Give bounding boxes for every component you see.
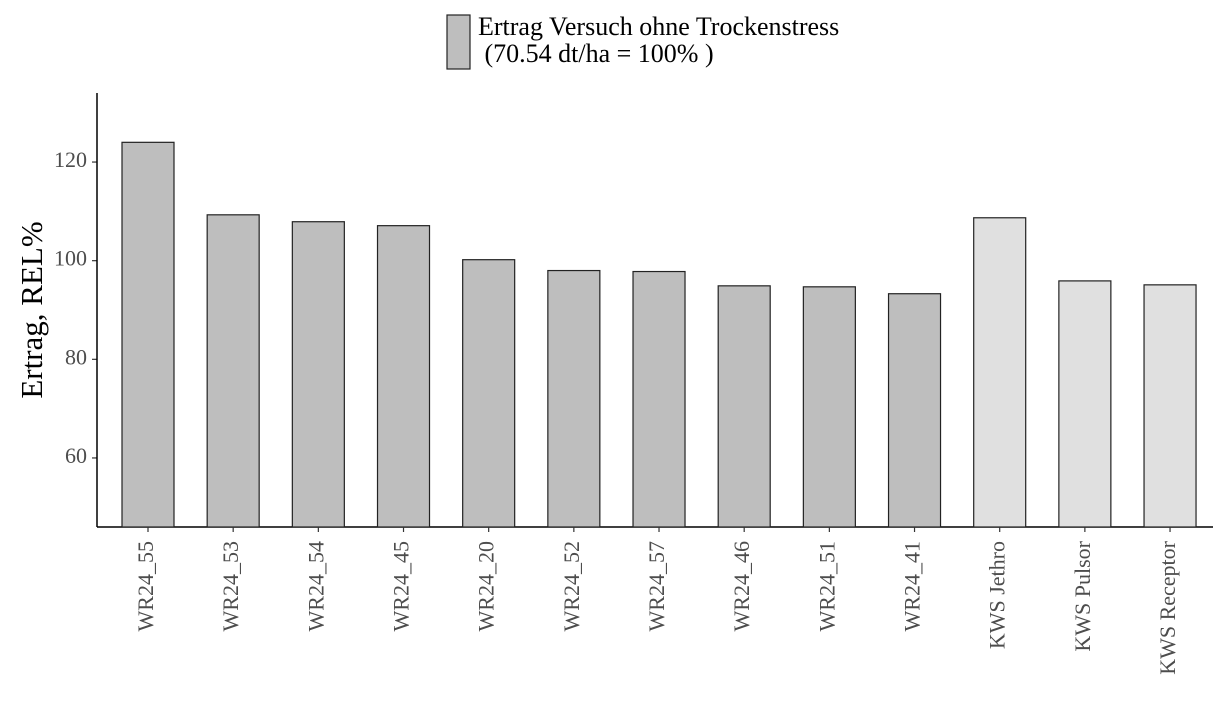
legend-label: Ertrag Versuch ohne Trockenstress (70.54… <box>478 12 839 68</box>
x-tick-label: WR24_57 <box>644 541 669 631</box>
y-tick-label: 120 <box>54 147 87 172</box>
bar <box>1143 284 1197 528</box>
y-axis-label: Ertrag, REL% <box>14 221 49 398</box>
y-tick-label: 60 <box>65 443 87 468</box>
bar <box>291 221 345 528</box>
x-tick-label: WR24_20 <box>474 541 499 631</box>
x-tick-label: KWS Jethro <box>985 541 1010 649</box>
x-tick-label: KWS Pulsor <box>1070 540 1095 651</box>
x-tick-label: WR24_52 <box>559 541 584 631</box>
bar <box>1058 280 1112 528</box>
y-tick-label: 80 <box>65 344 87 369</box>
x-tick-label: WR24_51 <box>814 541 839 631</box>
x-tick-label: WR24_45 <box>389 541 414 631</box>
legend-swatch <box>446 14 471 70</box>
bar <box>973 217 1027 528</box>
bar <box>717 285 771 528</box>
x-tick-label: KWS Receptor <box>1155 540 1180 674</box>
bar <box>547 269 601 528</box>
x-tick-label: WR24_46 <box>729 541 754 631</box>
bar <box>206 214 260 528</box>
x-tick-label: WR24_55 <box>133 541 158 631</box>
bar <box>887 293 942 528</box>
bar <box>462 259 516 528</box>
bar <box>376 225 431 528</box>
x-tick-label: WR24_53 <box>218 541 243 631</box>
x-tick-label: WR24_41 <box>900 541 925 631</box>
bar <box>802 286 856 528</box>
x-tick-label: WR24_54 <box>303 541 328 631</box>
bar <box>632 270 686 528</box>
bar <box>121 141 175 528</box>
y-tick-label: 100 <box>54 246 87 271</box>
